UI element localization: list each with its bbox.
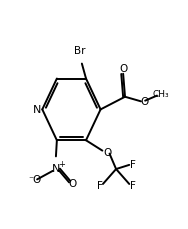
Text: F: F	[130, 159, 136, 169]
Text: +: +	[58, 160, 65, 169]
Text: O: O	[103, 147, 111, 157]
Text: F: F	[130, 180, 136, 190]
Text: N: N	[33, 105, 42, 115]
Text: F: F	[97, 180, 102, 190]
Text: O: O	[119, 64, 127, 74]
Text: O: O	[68, 178, 76, 188]
Text: O: O	[140, 97, 148, 107]
Text: Br: Br	[74, 46, 85, 56]
Text: ⁻: ⁻	[28, 174, 33, 184]
Text: CH₃: CH₃	[153, 90, 169, 99]
Text: O: O	[32, 174, 40, 184]
Text: N: N	[52, 164, 60, 174]
